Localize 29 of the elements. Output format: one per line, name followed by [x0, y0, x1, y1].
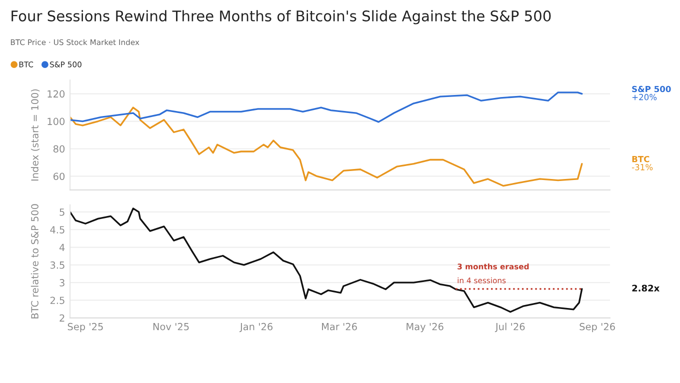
y-tick-label: 2.5	[50, 296, 64, 304]
x-tick-label: Jan '26	[239, 322, 273, 332]
y-tick-label: 4.5	[50, 226, 64, 234]
x-tick-label: Sep '26	[580, 322, 615, 332]
y-tick-label: 3	[60, 279, 64, 286]
y-tick-label: 2	[60, 314, 64, 322]
y-tick-label: 5	[60, 208, 64, 216]
y-tick-label: 80	[53, 145, 65, 153]
x-tick-label: Jul '26	[494, 322, 525, 332]
y-axis-title: Index (start = 100)	[30, 89, 40, 181]
y-tick-label: 120	[48, 90, 65, 98]
y-tick-label: 60	[53, 172, 65, 180]
line-series	[70, 208, 583, 313]
y-tick-label: 100	[48, 118, 65, 126]
text: S&P 500	[632, 86, 671, 92]
x-tick-label: May '26	[406, 322, 444, 332]
text: +20%	[632, 94, 657, 100]
x-tick-label: Mar '26	[322, 322, 357, 330]
chart-title: Four Sessions Rewind Three Months of Bitcoin's Slide Against the S&P 500	[12, 10, 551, 24]
line-series	[70, 106, 583, 187]
x-tick-label: Sep '25	[68, 322, 103, 332]
y-tick-label: 3.5	[50, 261, 64, 269]
text: BTC	[632, 156, 650, 162]
line-series	[70, 92, 583, 123]
y-tick-label: 4	[59, 244, 65, 251]
y-axis-title: BTC relative to S&P 500	[30, 204, 38, 318]
text: 2.82x	[632, 284, 660, 292]
text: -31%	[632, 164, 653, 170]
x-tick-label: Nov '25	[153, 322, 189, 330]
